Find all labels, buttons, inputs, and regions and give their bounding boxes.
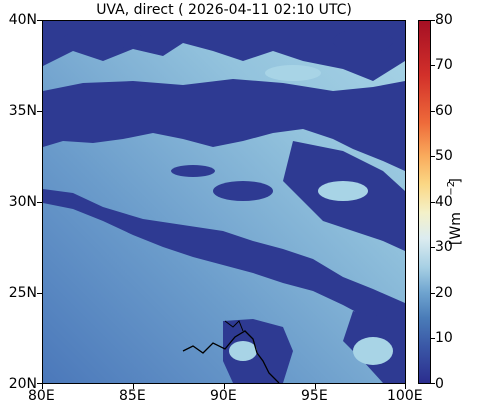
x-tickmark [133, 384, 134, 389]
x-tickmark [405, 384, 406, 389]
x-tickmark [315, 384, 316, 389]
y-tick-label: 35N [8, 103, 37, 119]
y-tickmark [37, 202, 42, 203]
cb-tickmark [431, 338, 435, 339]
colorbar-tick-label: 10 [435, 330, 453, 346]
cb-tickmark [431, 65, 435, 66]
x-tick-label: 90E [210, 388, 237, 404]
colorbar-label-text: [Wm [447, 212, 464, 246]
cb-tickmark [431, 293, 435, 294]
cb-tickmark [431, 111, 435, 112]
cb-tickmark [431, 202, 435, 203]
cb-tickmark [431, 247, 435, 248]
coastline-2 [224, 320, 244, 332]
cb-tickmark [431, 383, 435, 384]
x-tick-label: 95E [301, 388, 328, 404]
coastline [182, 330, 280, 383]
colorbar-tick-label: 40 [435, 194, 453, 210]
x-tick-label: 85E [119, 388, 146, 404]
y-tickmark [37, 383, 42, 384]
colorbar-tick-label: 50 [435, 148, 453, 164]
colorbar-tick-label: 60 [435, 103, 453, 119]
y-tick-label: 25N [8, 285, 37, 301]
colorbar [418, 20, 431, 384]
x-tick-label: 100E [387, 388, 423, 404]
map-plot [42, 20, 406, 384]
x-tick-label: 80E [28, 388, 55, 404]
y-tickmark [37, 293, 42, 294]
colorbar-tick-label: 70 [435, 57, 453, 73]
x-tickmark [224, 384, 225, 389]
y-tickmark [37, 20, 42, 21]
colorbar-tick-label: 80 [435, 12, 453, 28]
y-tick-label: 20N [8, 376, 37, 392]
x-tickmark [42, 384, 43, 389]
colorbar-tick-label: 20 [435, 285, 453, 301]
y-tick-label: 40N [8, 12, 37, 28]
colorbar-tick-label: 30 [435, 239, 453, 255]
cb-tickmark [431, 156, 435, 157]
uva-field [43, 21, 405, 383]
clear-patches [229, 65, 393, 365]
map-title: UVA, direct ( 2026-04-11 02:10 UTC) [96, 2, 352, 18]
colorbar-label-end: ] [447, 178, 464, 184]
y-tickmark [37, 111, 42, 112]
y-tick-label: 30N [8, 194, 37, 210]
cb-tickmark [431, 20, 435, 21]
colorbar-tick-label: 0 [435, 376, 444, 392]
